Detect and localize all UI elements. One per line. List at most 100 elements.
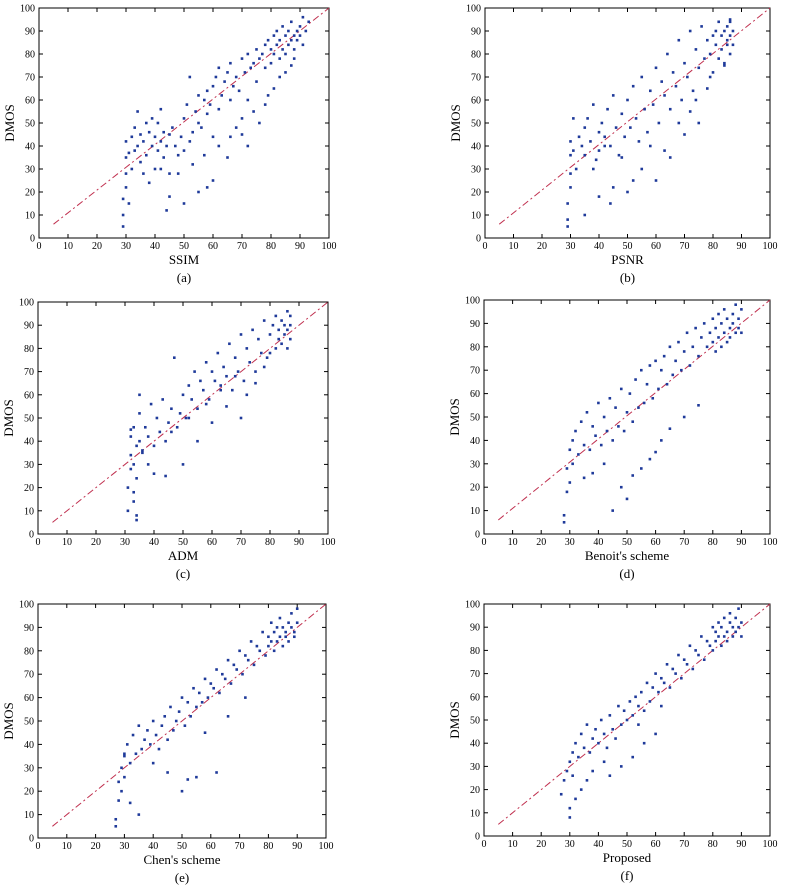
data-point — [731, 625, 735, 629]
data-point — [654, 450, 657, 454]
data-point — [194, 110, 197, 113]
data-point — [585, 723, 589, 726]
data-point — [725, 25, 729, 28]
data-point — [723, 29, 726, 33]
data-point — [579, 788, 583, 791]
data-point — [165, 144, 168, 148]
data-point — [234, 75, 238, 79]
data-point — [657, 387, 660, 391]
data-point — [121, 213, 125, 217]
data-point — [266, 38, 270, 42]
data-point — [124, 156, 128, 159]
data-point — [278, 57, 281, 60]
x-axis-title: SSIM — [169, 252, 200, 267]
data-point — [142, 140, 145, 143]
y-tick-label: 50 — [24, 717, 34, 728]
data-point — [731, 43, 735, 47]
data-point — [694, 98, 698, 102]
data-point — [132, 463, 135, 466]
data-point — [186, 778, 190, 781]
data-point — [269, 640, 273, 643]
data-point — [176, 153, 180, 157]
data-point — [640, 167, 644, 171]
y-tick-label: 60 — [25, 96, 35, 107]
data-point — [223, 677, 227, 681]
data-point — [207, 398, 211, 401]
y-tick-label: 60 — [471, 96, 481, 107]
y-axis-title: DMOS — [1, 399, 16, 437]
data-point — [671, 373, 675, 377]
data-point — [562, 513, 566, 517]
data-point — [700, 336, 703, 339]
data-point — [702, 322, 706, 325]
y-tick-label: 50 — [471, 119, 481, 130]
data-point — [611, 94, 615, 97]
data-point — [637, 704, 640, 708]
data-point — [266, 94, 270, 97]
data-point — [205, 186, 209, 189]
data-point — [722, 331, 726, 335]
data-point — [677, 38, 681, 42]
data-point — [579, 420, 583, 423]
data-point — [720, 625, 723, 629]
data-point — [152, 472, 156, 475]
y-tick-label: 20 — [25, 188, 35, 199]
data-point — [714, 29, 718, 33]
x-tick-label: 50 — [177, 841, 187, 852]
data-point — [255, 48, 258, 51]
data-point — [586, 117, 589, 120]
data-point — [680, 676, 683, 680]
data-point — [269, 621, 273, 625]
x-tick-label: 50 — [622, 839, 632, 850]
data-point — [236, 370, 240, 373]
data-point — [580, 144, 584, 148]
data-point — [720, 345, 723, 349]
data-point — [597, 149, 601, 152]
data-point — [611, 727, 614, 731]
data-point — [151, 761, 155, 765]
y-tick-label: 100 — [19, 298, 34, 309]
data-point — [180, 696, 184, 699]
y-tick-label: 100 — [465, 600, 480, 611]
y-tick-label: 60 — [24, 693, 34, 704]
x-tick-label: 0 — [36, 841, 41, 852]
data-point — [267, 635, 270, 639]
x-tick-label: 90 — [737, 241, 747, 252]
data-point — [697, 404, 700, 407]
data-point — [214, 75, 218, 79]
y-tick-label: 90 — [25, 27, 35, 38]
data-point — [649, 144, 652, 148]
data-point — [246, 52, 250, 56]
data-point — [130, 167, 134, 171]
data-point — [626, 190, 629, 194]
y-tick-label: 80 — [470, 342, 480, 353]
data-point — [634, 378, 637, 381]
data-point — [179, 135, 183, 139]
data-point — [668, 107, 672, 111]
data-point — [138, 412, 141, 415]
data-point — [682, 350, 686, 353]
data-point — [195, 705, 198, 709]
data-point — [182, 202, 186, 205]
data-point — [255, 644, 259, 648]
data-point — [213, 379, 217, 383]
data-point — [654, 672, 657, 675]
data-point — [631, 84, 635, 88]
data-point — [608, 396, 612, 400]
data-point — [637, 406, 640, 409]
data-point — [697, 354, 700, 358]
data-point — [642, 401, 646, 405]
data-point — [231, 388, 234, 392]
data-point — [290, 20, 293, 24]
x-tick-label: 80 — [263, 841, 273, 852]
x-tick-label: 20 — [536, 537, 546, 548]
data-point — [229, 682, 233, 685]
data-point — [142, 172, 145, 175]
data-point — [168, 172, 171, 175]
data-point — [166, 771, 169, 774]
y-tick-label: 80 — [25, 50, 35, 61]
data-point — [133, 126, 136, 129]
x-tick-label: 80 — [708, 241, 718, 252]
data-point — [620, 156, 624, 159]
data-point — [688, 110, 692, 113]
